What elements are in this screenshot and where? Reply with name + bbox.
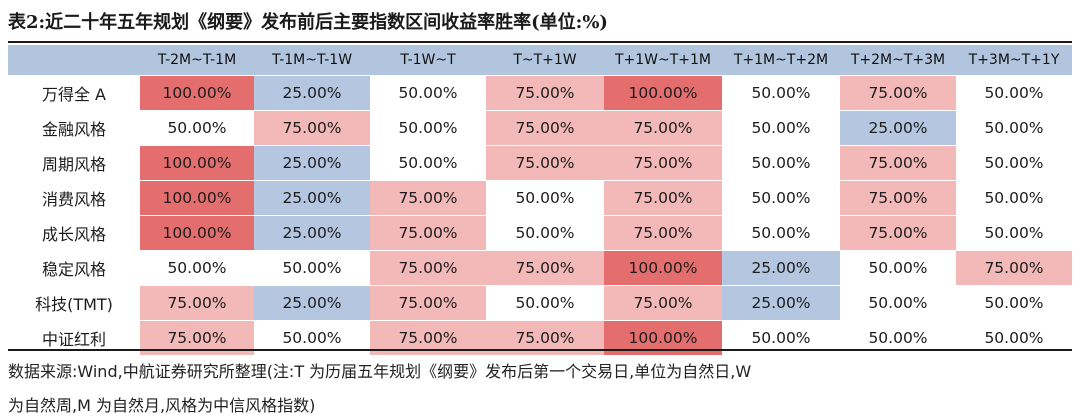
table-row: 周期风格 100.00% 25.00% 50.00% 75.00% 75.00%… (8, 145, 1072, 181)
table-cell: 50.00% (840, 285, 956, 321)
table-cell: 25.00% (254, 145, 370, 181)
table-cell: 50.00% (956, 110, 1072, 146)
row-label: 科技(TMT) (8, 285, 140, 321)
table-cell: 50.00% (370, 145, 486, 181)
column-header: T+1W~T+1M (604, 44, 722, 76)
table-row: 万得全 A 100.00% 25.00% 50.00% 75.00% 100.0… (8, 75, 1072, 111)
table-cell: 100.00% (140, 180, 254, 216)
table-cell: 50.00% (722, 110, 840, 146)
table-cell: 100.00% (604, 250, 722, 286)
header-row: T-2M~T-1M T-1M~T-1W T-1W~T T~T+1W T+1W~T… (8, 44, 1072, 76)
column-header: T~T+1W (486, 44, 604, 76)
table-row: 消费风格 100.00% 25.00% 75.00% 50.00% 75.00%… (8, 180, 1072, 216)
row-label: 消费风格 (8, 180, 140, 216)
table-cell: 50.00% (840, 250, 956, 286)
row-label: 稳定风格 (8, 250, 140, 286)
table-cell: 50.00% (722, 180, 840, 216)
table-cell: 75.00% (486, 110, 604, 146)
table-cell: 50.00% (956, 285, 1072, 321)
source-note-line-1: 数据来源:Wind,中航证券研究所整理(注:T 为历届五年规划《纲要》发布后第一… (8, 362, 752, 381)
table-cell: 50.00% (140, 250, 254, 286)
table-cell: 75.00% (486, 75, 604, 111)
table-cell: 50.00% (486, 215, 604, 251)
table-cell: 75.00% (604, 215, 722, 251)
table-cell: 50.00% (486, 180, 604, 216)
top-rule (8, 41, 1072, 43)
table-cell: 100.00% (604, 75, 722, 111)
row-label: 万得全 A (8, 75, 140, 111)
table-cell: 50.00% (486, 285, 604, 321)
table-cell: 75.00% (140, 285, 254, 321)
table-cell: 50.00% (370, 110, 486, 146)
row-label: 成长风格 (8, 215, 140, 251)
column-header: T-1W~T (370, 44, 486, 76)
table-cell: 25.00% (254, 180, 370, 216)
table-cell: 50.00% (140, 110, 254, 146)
bottom-rule (8, 349, 1072, 351)
table-cell: 75.00% (604, 145, 722, 181)
table-cell: 100.00% (140, 215, 254, 251)
table-cell: 75.00% (956, 250, 1072, 286)
table-cell: 25.00% (254, 75, 370, 111)
table-cell: 100.00% (140, 145, 254, 181)
table-cell: 75.00% (370, 250, 486, 286)
table-cell: 50.00% (722, 215, 840, 251)
column-header: T+2M~T+3M (840, 44, 956, 76)
row-label: 周期风格 (8, 145, 140, 181)
row-label: 金融风格 (8, 110, 140, 146)
table-cell: 75.00% (840, 215, 956, 251)
table-cell: 75.00% (486, 250, 604, 286)
table-cell: 75.00% (370, 285, 486, 321)
table-cell: 25.00% (254, 215, 370, 251)
column-header: T-2M~T-1M (140, 44, 254, 76)
table-cell: 25.00% (722, 285, 840, 321)
table-cell: 75.00% (486, 145, 604, 181)
table-cell: 50.00% (254, 250, 370, 286)
column-header: T+1M~T+2M (722, 44, 840, 76)
table-cell: 50.00% (722, 75, 840, 111)
table-cell: 50.00% (956, 75, 1072, 111)
table-row: 成长风格 100.00% 25.00% 75.00% 50.00% 75.00%… (8, 215, 1072, 251)
column-header: T-1M~T-1W (254, 44, 370, 76)
table-cell: 25.00% (254, 285, 370, 321)
table-cell: 75.00% (604, 285, 722, 321)
table-cell: 50.00% (956, 180, 1072, 216)
win-rate-table: T-2M~T-1M T-1M~T-1W T-1W~T T~T+1W T+1W~T… (8, 44, 1072, 356)
table-row: 科技(TMT) 75.00% 25.00% 75.00% 50.00% 75.0… (8, 285, 1072, 321)
table-cell: 75.00% (254, 110, 370, 146)
table-cell: 75.00% (840, 145, 956, 181)
table-cell: 75.00% (370, 180, 486, 216)
table-cell: 100.00% (140, 75, 254, 111)
table-cell: 25.00% (840, 110, 956, 146)
header-corner (8, 44, 140, 76)
table-cell: 25.00% (722, 250, 840, 286)
table-cell: 50.00% (370, 75, 486, 111)
table-cell: 75.00% (370, 215, 486, 251)
table-cell: 75.00% (604, 180, 722, 216)
table-cell: 50.00% (722, 145, 840, 181)
table-cell: 75.00% (840, 180, 956, 216)
table-row: 金融风格 50.00% 75.00% 50.00% 75.00% 75.00% … (8, 110, 1072, 146)
column-header: T+3M~T+1Y (956, 44, 1072, 76)
table-row: 稳定风格 50.00% 50.00% 75.00% 75.00% 100.00%… (8, 250, 1072, 286)
table-cell: 50.00% (956, 215, 1072, 251)
table-cell: 50.00% (956, 145, 1072, 181)
table-title: 表2:近二十年五年规划《纲要》发布前后主要指数区间收益率胜率(单位:%) (8, 12, 608, 33)
table-cell: 75.00% (840, 75, 956, 111)
source-note-line-2: 为自然周,M 为自然月,风格为中信风格指数) (8, 396, 316, 415)
table-cell: 75.00% (604, 110, 722, 146)
